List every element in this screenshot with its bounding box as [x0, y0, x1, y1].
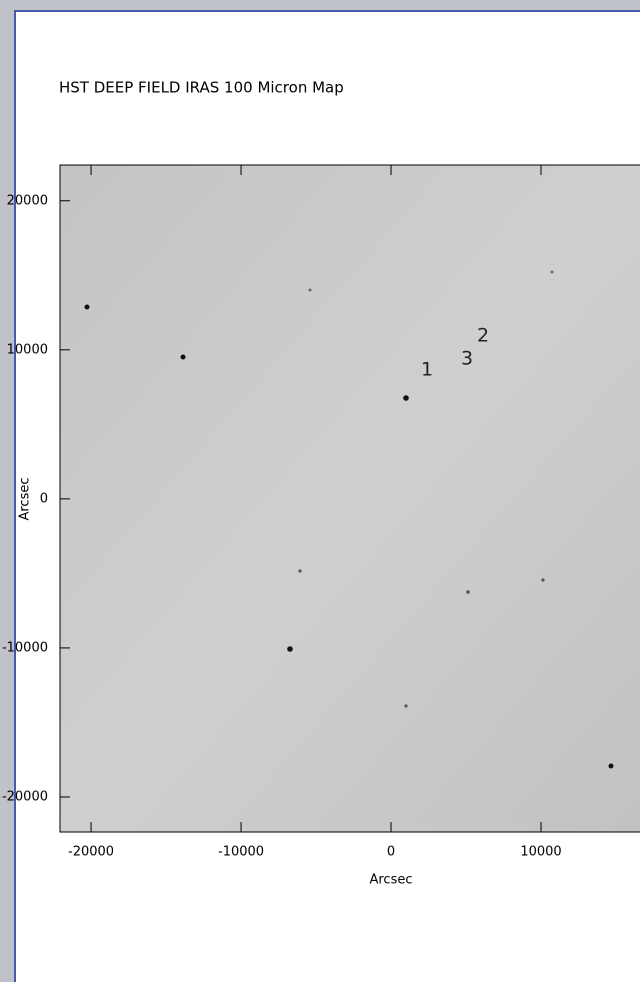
- x-axis-label: Arcsec: [369, 873, 412, 888]
- page: {"chart_data": {"type": "image", "title"…: [0, 0, 640, 982]
- source: [85, 305, 90, 310]
- y-tick-label: 0: [40, 491, 48, 506]
- source: [181, 355, 186, 360]
- y-axis-label: Arcsec: [18, 477, 33, 520]
- chart: HST DEEP FIELD IRAS 100 Micron Map Arcse…: [0, 0, 640, 982]
- x-tick-label: 10000: [520, 845, 561, 860]
- source: [551, 271, 554, 274]
- source: [404, 704, 407, 707]
- annotation: 3: [461, 348, 473, 370]
- x-tick-label: -20000: [68, 845, 114, 860]
- y-tick-label: -20000: [2, 789, 48, 804]
- source: [309, 289, 312, 292]
- source: [609, 764, 614, 769]
- x-tick-label: -10000: [218, 845, 264, 860]
- x-tick-label: 0: [387, 845, 395, 860]
- source: [541, 578, 544, 581]
- annotation: 1: [421, 359, 433, 381]
- annotation: 2: [477, 325, 489, 347]
- source: [298, 569, 301, 572]
- y-tick-label: -10000: [2, 640, 48, 655]
- source: [403, 395, 409, 401]
- source: [287, 646, 293, 652]
- source: [466, 590, 470, 594]
- sky-image: [60, 165, 640, 832]
- y-tick-label: 20000: [7, 193, 48, 208]
- chart-title: HST DEEP FIELD IRAS 100 Micron Map: [59, 79, 344, 97]
- y-tick-label: 10000: [7, 342, 48, 357]
